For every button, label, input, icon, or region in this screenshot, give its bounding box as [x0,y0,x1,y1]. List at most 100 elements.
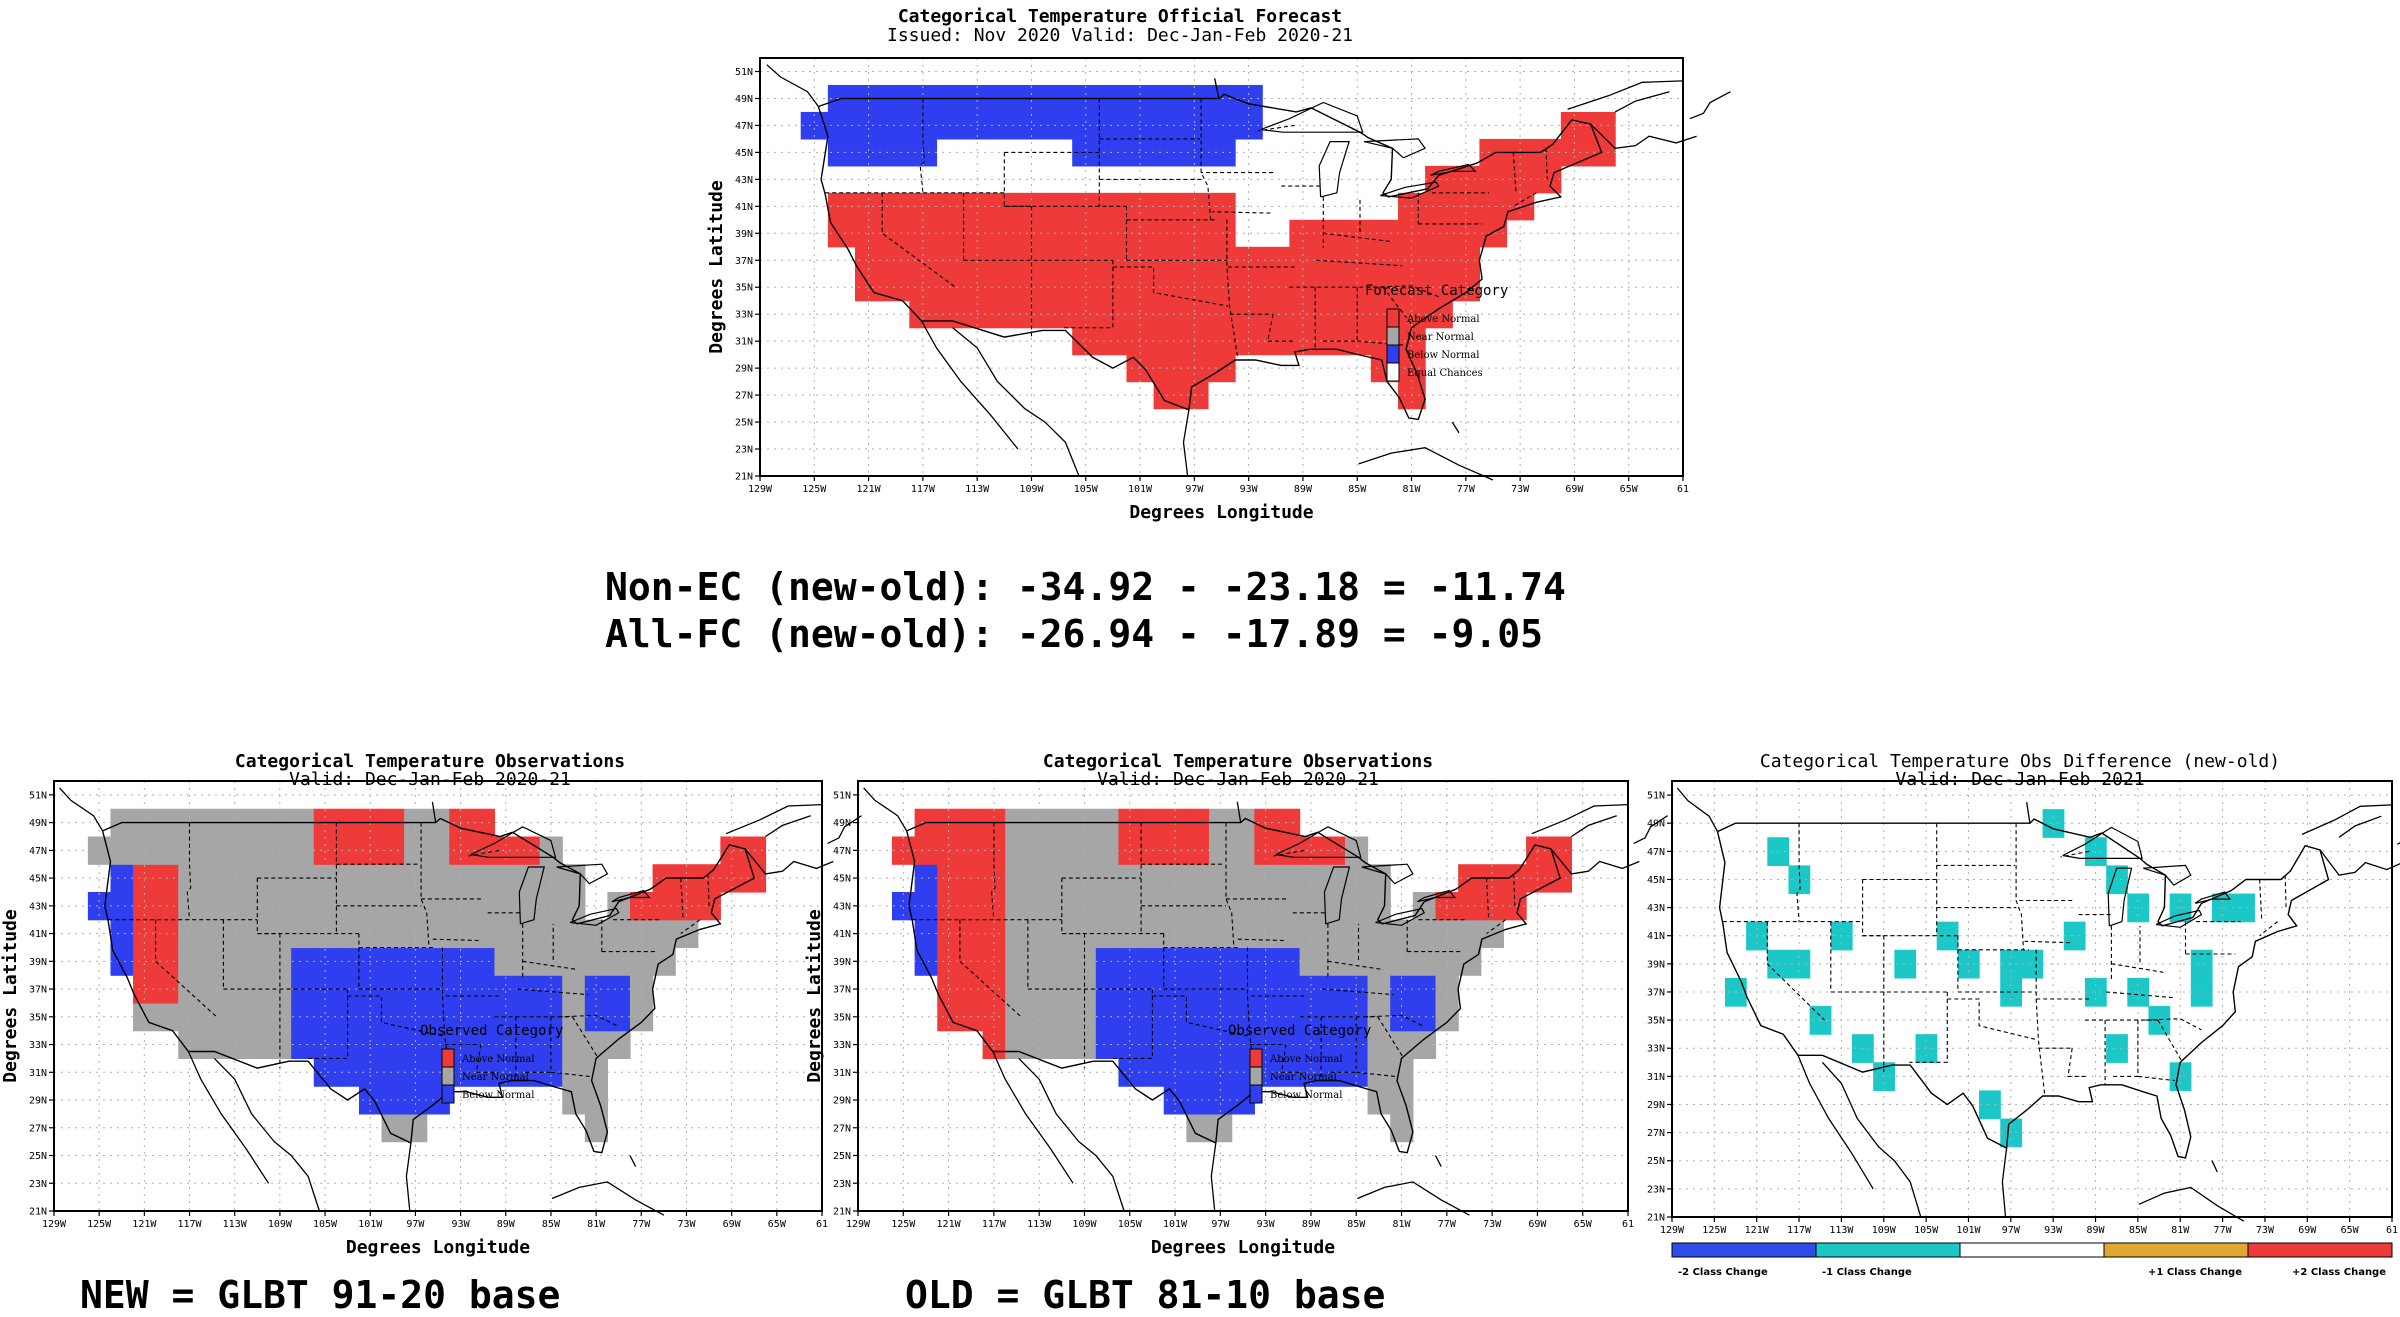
grid-cell [1207,138,1236,167]
lon-tick-label: 113W [223,1219,248,1230]
lat-tick-label: 27N [735,391,753,402]
grid-cell [937,975,961,1004]
grid-cell [178,919,202,949]
coastline [1567,80,1684,110]
lon-tick-label: 113W [965,484,990,495]
coastline [629,1155,637,1167]
grid-cell [914,836,938,865]
grid-cell [381,1030,405,1060]
grid-cell [426,919,450,949]
grid-cell [1118,836,1142,865]
state-border [1364,1014,1425,1027]
grid-cell [517,1030,541,1060]
great-lake [1260,101,1364,133]
grid-cell [1458,919,1482,949]
lon-tick-label: 89W [1294,484,1313,495]
coastline [431,801,437,823]
grid-cell [268,1030,292,1060]
legend-swatch [441,1048,455,1068]
grid-cell [1209,1002,1233,1032]
state-border [2024,940,2071,944]
lon-tick-label: 81W [1402,484,1421,495]
grid-cell [607,919,631,949]
lat-tick-label: 45N [1647,875,1665,886]
state-border [991,822,996,920]
lat-tick-label: 35N [1647,1016,1665,1027]
grid-cell [720,836,744,865]
grid-cell [178,975,202,1004]
grid-cell [1322,864,1346,893]
grid-cell [404,1002,428,1032]
lat-tick-label: 39N [833,957,851,968]
grid-cell [630,891,654,921]
grid-cell [990,111,1019,140]
y-axis-label: Degrees Latitude [0,909,21,1083]
forecast-title: Categorical Temperature Official Forecas… [897,6,1343,27]
state-border [2111,963,2164,973]
lat-tick-label: 31N [29,1068,47,1079]
grid-cell [2190,949,2213,979]
coastline [952,327,1080,477]
grid-cell [607,891,631,921]
lat-tick-label: 51N [29,790,47,801]
great-lake [1318,141,1350,198]
grid-cell [990,273,1019,302]
grid-cell [1367,975,1391,1004]
grid-cell [1276,919,1301,949]
grid-cell [1163,1030,1187,1060]
state-border [1111,989,1153,1059]
obs-new-title: Categorical Temperature Observations [234,751,626,772]
grid-cell [313,947,337,976]
grid-cell [914,891,938,921]
grid-cell [223,891,247,921]
coastline [59,787,104,832]
grid-cell [1390,947,1414,976]
grid-cell [1322,1002,1346,1032]
lat-tick-label: 45N [735,148,753,159]
lat-tick-label: 25N [1647,1156,1665,1167]
grid-cell [1412,947,1437,976]
lon-tick-label: 101W [358,1219,383,1230]
grid-cell [2106,865,2128,895]
legend-swatch [1249,1066,1263,1086]
lat-tick-label: 43N [735,175,753,186]
legend-swatch [1386,326,1400,346]
lat-tick-label: 27N [833,1123,851,1134]
lat-tick-label: 29N [1647,1100,1665,1111]
grid-cell [381,1058,405,1087]
lon-tick-label: 81W [1392,1219,1411,1230]
lat-tick-label: 33N [29,1040,47,1051]
grid-cell [1163,1086,1187,1115]
legend-title: Observed Category [420,1023,563,1039]
state-border [1064,260,1114,329]
lat-tick-label: 21N [735,472,753,483]
lon-tick-label: 117W [982,1219,1007,1230]
grid-cell [404,919,428,949]
legend-label: Above Normal [1406,314,1480,325]
coastline [765,815,811,838]
grid-cell [291,947,315,976]
grid-cell [1186,975,1210,1004]
grid-cell [1118,864,1142,893]
grid-cell [110,919,134,949]
grid-cell [313,1030,337,1060]
grid-cell [630,919,654,949]
grid-cell [1299,864,1323,893]
grid-cell [1163,836,1187,865]
lon-tick-label: 81W [2171,1225,2190,1236]
lon-tick-label: 105W [1074,484,1099,495]
map-plot-area: 51N 49N 47N 45N 43N 41N 39N 37N 35N 33N 31N 29N 27N 2… [804,780,1668,1258]
grid-cell [1480,891,1505,921]
grid-cell [517,975,541,1004]
grid-cell [1207,219,1236,248]
lon-tick-label: 85W [542,1219,561,1230]
lon-tick-label: 77W [632,1219,651,1230]
lon-tick-label: 109W [1072,1219,1097,1230]
grid-cell [1458,891,1482,921]
grid-cell [1005,975,1029,1004]
state-border [1545,148,1548,180]
grid-cell [1367,1002,1391,1032]
grid-cell [1425,273,1453,302]
legend-label: Near Normal [1270,1072,1337,1083]
state-border [2067,1048,2089,1077]
